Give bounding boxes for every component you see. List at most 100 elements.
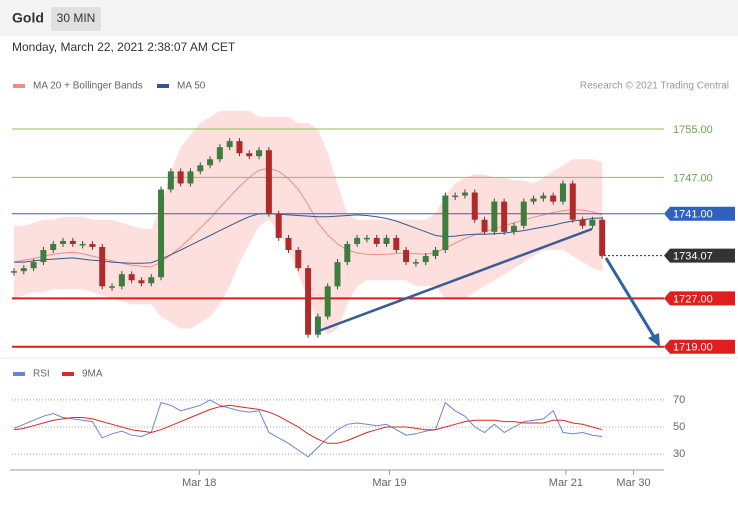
candle [226, 141, 233, 148]
candle [295, 250, 302, 269]
candle [138, 280, 145, 284]
x-tick-label: Mar 30 [616, 477, 650, 489]
candle [559, 183, 566, 202]
interval-badge[interactable] [51, 7, 101, 31]
candle [79, 243, 86, 246]
timestamp: Monday, March 22, 2021 2:38:07 AM CET [12, 40, 236, 54]
candle [589, 219, 596, 226]
candle [256, 150, 263, 157]
legend-swatch [157, 84, 169, 88]
candle [393, 237, 400, 250]
candle [383, 237, 390, 244]
candle [501, 201, 508, 232]
candle [197, 165, 204, 172]
candle [177, 171, 184, 184]
interval-label[interactable]: 30 MIN [57, 11, 96, 25]
level-label: 1755.00 [673, 124, 713, 136]
legend-swatch [13, 84, 25, 88]
level-label-bg [664, 339, 735, 354]
candle [148, 277, 155, 284]
candle [432, 250, 439, 257]
level-layer: 1755.00 1747.00 1741.00 1734.07 1727.00 1719.… [12, 124, 735, 354]
candle [403, 250, 410, 263]
candle [461, 192, 468, 196]
level-label: 1719.00 [673, 342, 713, 354]
x-tick-label: Mar 18 [182, 477, 216, 489]
candle [550, 195, 557, 202]
candle [167, 171, 174, 190]
candle [30, 262, 37, 269]
trend-line [315, 227, 593, 334]
candle [187, 171, 194, 184]
rsi-tick-label: 30 [673, 448, 685, 460]
rsi-tick-label: 50 [673, 421, 685, 433]
rsi-layer: 30 50 70 RSI 9MA [12, 369, 685, 460]
candle [216, 147, 223, 160]
level-label: 1727.00 [673, 293, 713, 305]
level-label-bg [664, 291, 735, 306]
candle [422, 256, 429, 263]
rsi-line [13, 399, 603, 458]
legend-label: RSI [33, 369, 50, 380]
candle [207, 159, 214, 166]
candle [11, 271, 17, 273]
level-label: 1747.00 [673, 172, 713, 184]
candle [491, 201, 498, 232]
rsi-tick-label: 70 [673, 394, 685, 406]
candle [569, 183, 576, 220]
chart-title: Gold [12, 10, 44, 26]
candle [599, 219, 606, 256]
candle [481, 219, 488, 232]
rsi-line [13, 404, 603, 444]
candle [20, 268, 27, 272]
level-label: 1741.00 [673, 209, 713, 221]
x-axis: Mar 18 Mar 19 Mar 21 Mar 30 [10, 469, 664, 489]
candle [579, 219, 586, 226]
candle [275, 213, 282, 238]
projection-arrow [604, 257, 658, 341]
candle [50, 243, 57, 250]
legend-label: 9MA [82, 369, 103, 380]
candle [60, 240, 67, 244]
candle [158, 189, 165, 278]
candle [109, 286, 116, 288]
candle [265, 150, 272, 214]
candle [314, 316, 321, 335]
candle [540, 195, 547, 199]
candle [246, 153, 253, 157]
level-label-bg [664, 248, 735, 263]
candle [324, 286, 331, 317]
candle [412, 262, 419, 264]
candle [99, 246, 106, 287]
legend-swatch [13, 372, 25, 376]
candle [118, 274, 125, 287]
level-label-bg [664, 206, 735, 221]
x-tick-label: Mar 21 [549, 477, 583, 489]
candle [354, 237, 361, 244]
candle [334, 262, 341, 287]
candle [363, 237, 370, 240]
candle [128, 274, 135, 281]
candle [40, 250, 47, 263]
credit: Research © 2021 Trading Central [580, 81, 729, 92]
candle [236, 141, 243, 154]
arrow-head [648, 333, 660, 347]
candle [442, 195, 449, 250]
candle [373, 237, 380, 244]
candle [510, 225, 517, 232]
legend-label: MA 50 [177, 81, 206, 92]
candle [285, 237, 292, 250]
legend-swatch [62, 372, 74, 376]
candle [89, 243, 96, 247]
candle [69, 240, 76, 244]
candle [452, 195, 459, 198]
legend-label: MA 20 + Bollinger Bands [33, 81, 143, 92]
candle [344, 243, 351, 263]
header-bar [0, 0, 738, 36]
candle [520, 201, 527, 226]
candle [471, 192, 478, 220]
candle [305, 268, 312, 335]
level-label: 1734.07 [673, 251, 713, 263]
